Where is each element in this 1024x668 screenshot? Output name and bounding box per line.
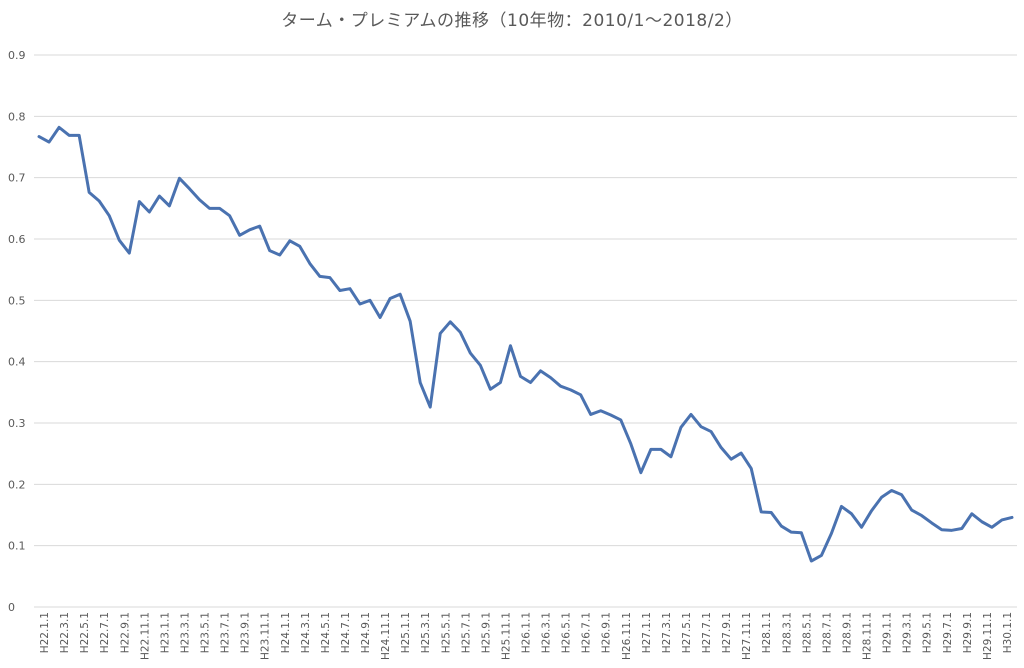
y-tick-label: 0.6 <box>8 233 26 246</box>
y-tick-label: 0.8 <box>8 110 26 123</box>
x-tick-label: H23.1.1 <box>159 612 171 653</box>
x-tick-label: H28.5.1 <box>801 612 813 653</box>
x-tick-label: H26.5.1 <box>561 612 573 653</box>
x-tick-label: H25.7.1 <box>460 612 472 653</box>
y-tick-label: 0.4 <box>8 356 26 369</box>
x-tick-label: H28.11.1 <box>862 612 874 660</box>
x-axis-tick-labels: H22.1.1 H22.3.1 H22.5.1 H22.7.1 H22.9.1 H22.1… <box>39 612 1014 660</box>
x-tick-label: H27.5.1 <box>681 612 693 653</box>
x-tick-label: H27.7.1 <box>701 612 713 653</box>
x-tick-label: H27.9.1 <box>721 612 733 653</box>
x-tick-label: H25.1.1 <box>400 612 412 653</box>
x-tick-label: H26.11.1 <box>621 612 633 660</box>
y-tick-label: 0.3 <box>8 417 26 430</box>
series-layer <box>37 125 1014 563</box>
gridlines <box>34 54 1017 547</box>
x-tick-label: H26.1.1 <box>521 612 533 653</box>
y-axis-tick-labels: 0 0.1 0.2 0.3 0.4 0.5 0.6 0.7 0.8 0.9 <box>8 49 26 614</box>
x-tick-label: H30.1.1 <box>1002 612 1014 653</box>
x-tick-label: H25.9.1 <box>480 612 492 653</box>
x-tick-label: H27.1.1 <box>641 612 653 653</box>
x-tick-label: H23.7.1 <box>220 612 232 653</box>
y-tick-label: 0.5 <box>8 294 26 307</box>
x-tick-label: H29.1.1 <box>882 612 894 653</box>
x-tick-label: H28.9.1 <box>841 612 853 653</box>
x-tick-label: H27.3.1 <box>661 612 673 653</box>
y-tick-label: 0 <box>8 601 15 614</box>
y-tick-label: 0.9 <box>8 49 26 62</box>
y-tick-label: 0.2 <box>8 478 26 491</box>
chart-title: ターム・プレミアムの推移（10年物：2010/1～2018/2） <box>281 11 743 31</box>
x-tick-label: H24.9.1 <box>360 612 372 653</box>
series-line <box>37 125 1014 563</box>
x-tick-label: H23.3.1 <box>179 612 191 653</box>
x-tick-label: H22.7.1 <box>99 612 111 653</box>
x-tick-label: H22.3.1 <box>59 612 71 653</box>
x-tick-label: H26.7.1 <box>581 612 593 653</box>
x-tick-label: H26.9.1 <box>601 612 613 653</box>
x-tick-label: H25.5.1 <box>440 612 452 653</box>
x-tick-label: H24.5.1 <box>320 612 332 653</box>
x-tick-label: H24.11.1 <box>380 612 392 660</box>
x-tick-label: H22.5.1 <box>79 612 91 653</box>
x-tick-label: H29.5.1 <box>922 612 934 653</box>
x-tick-label: H23.5.1 <box>200 612 212 653</box>
y-tick-label: 0.1 <box>8 540 26 553</box>
x-tick-label: H22.11.1 <box>139 612 151 660</box>
x-tick-label: H23.9.1 <box>240 612 252 653</box>
x-tick-label: H28.3.1 <box>781 612 793 653</box>
x-tick-label: H22.1.1 <box>39 612 51 653</box>
x-tick-label: H28.7.1 <box>821 612 833 653</box>
x-tick-label: H29.3.1 <box>902 612 914 653</box>
x-tick-label: H27.11.1 <box>741 612 753 660</box>
x-tick-label: H24.1.1 <box>280 612 292 653</box>
x-tick-label: H24.7.1 <box>340 612 352 653</box>
x-tick-label: H29.9.1 <box>962 612 974 653</box>
x-tick-label: H22.9.1 <box>119 612 131 653</box>
x-tick-label: H29.11.1 <box>982 612 994 660</box>
x-tick-label: H26.3.1 <box>541 612 553 653</box>
x-tick-label: H28.1.1 <box>761 612 773 653</box>
x-tick-label: H29.7.1 <box>942 612 954 653</box>
y-tick-label: 0.7 <box>8 172 26 185</box>
x-tick-label: H23.11.1 <box>260 612 272 660</box>
x-tick-label: H25.11.1 <box>500 612 512 660</box>
x-tick-label: H24.3.1 <box>300 612 312 653</box>
x-tick-label: H25.3.1 <box>420 612 432 653</box>
